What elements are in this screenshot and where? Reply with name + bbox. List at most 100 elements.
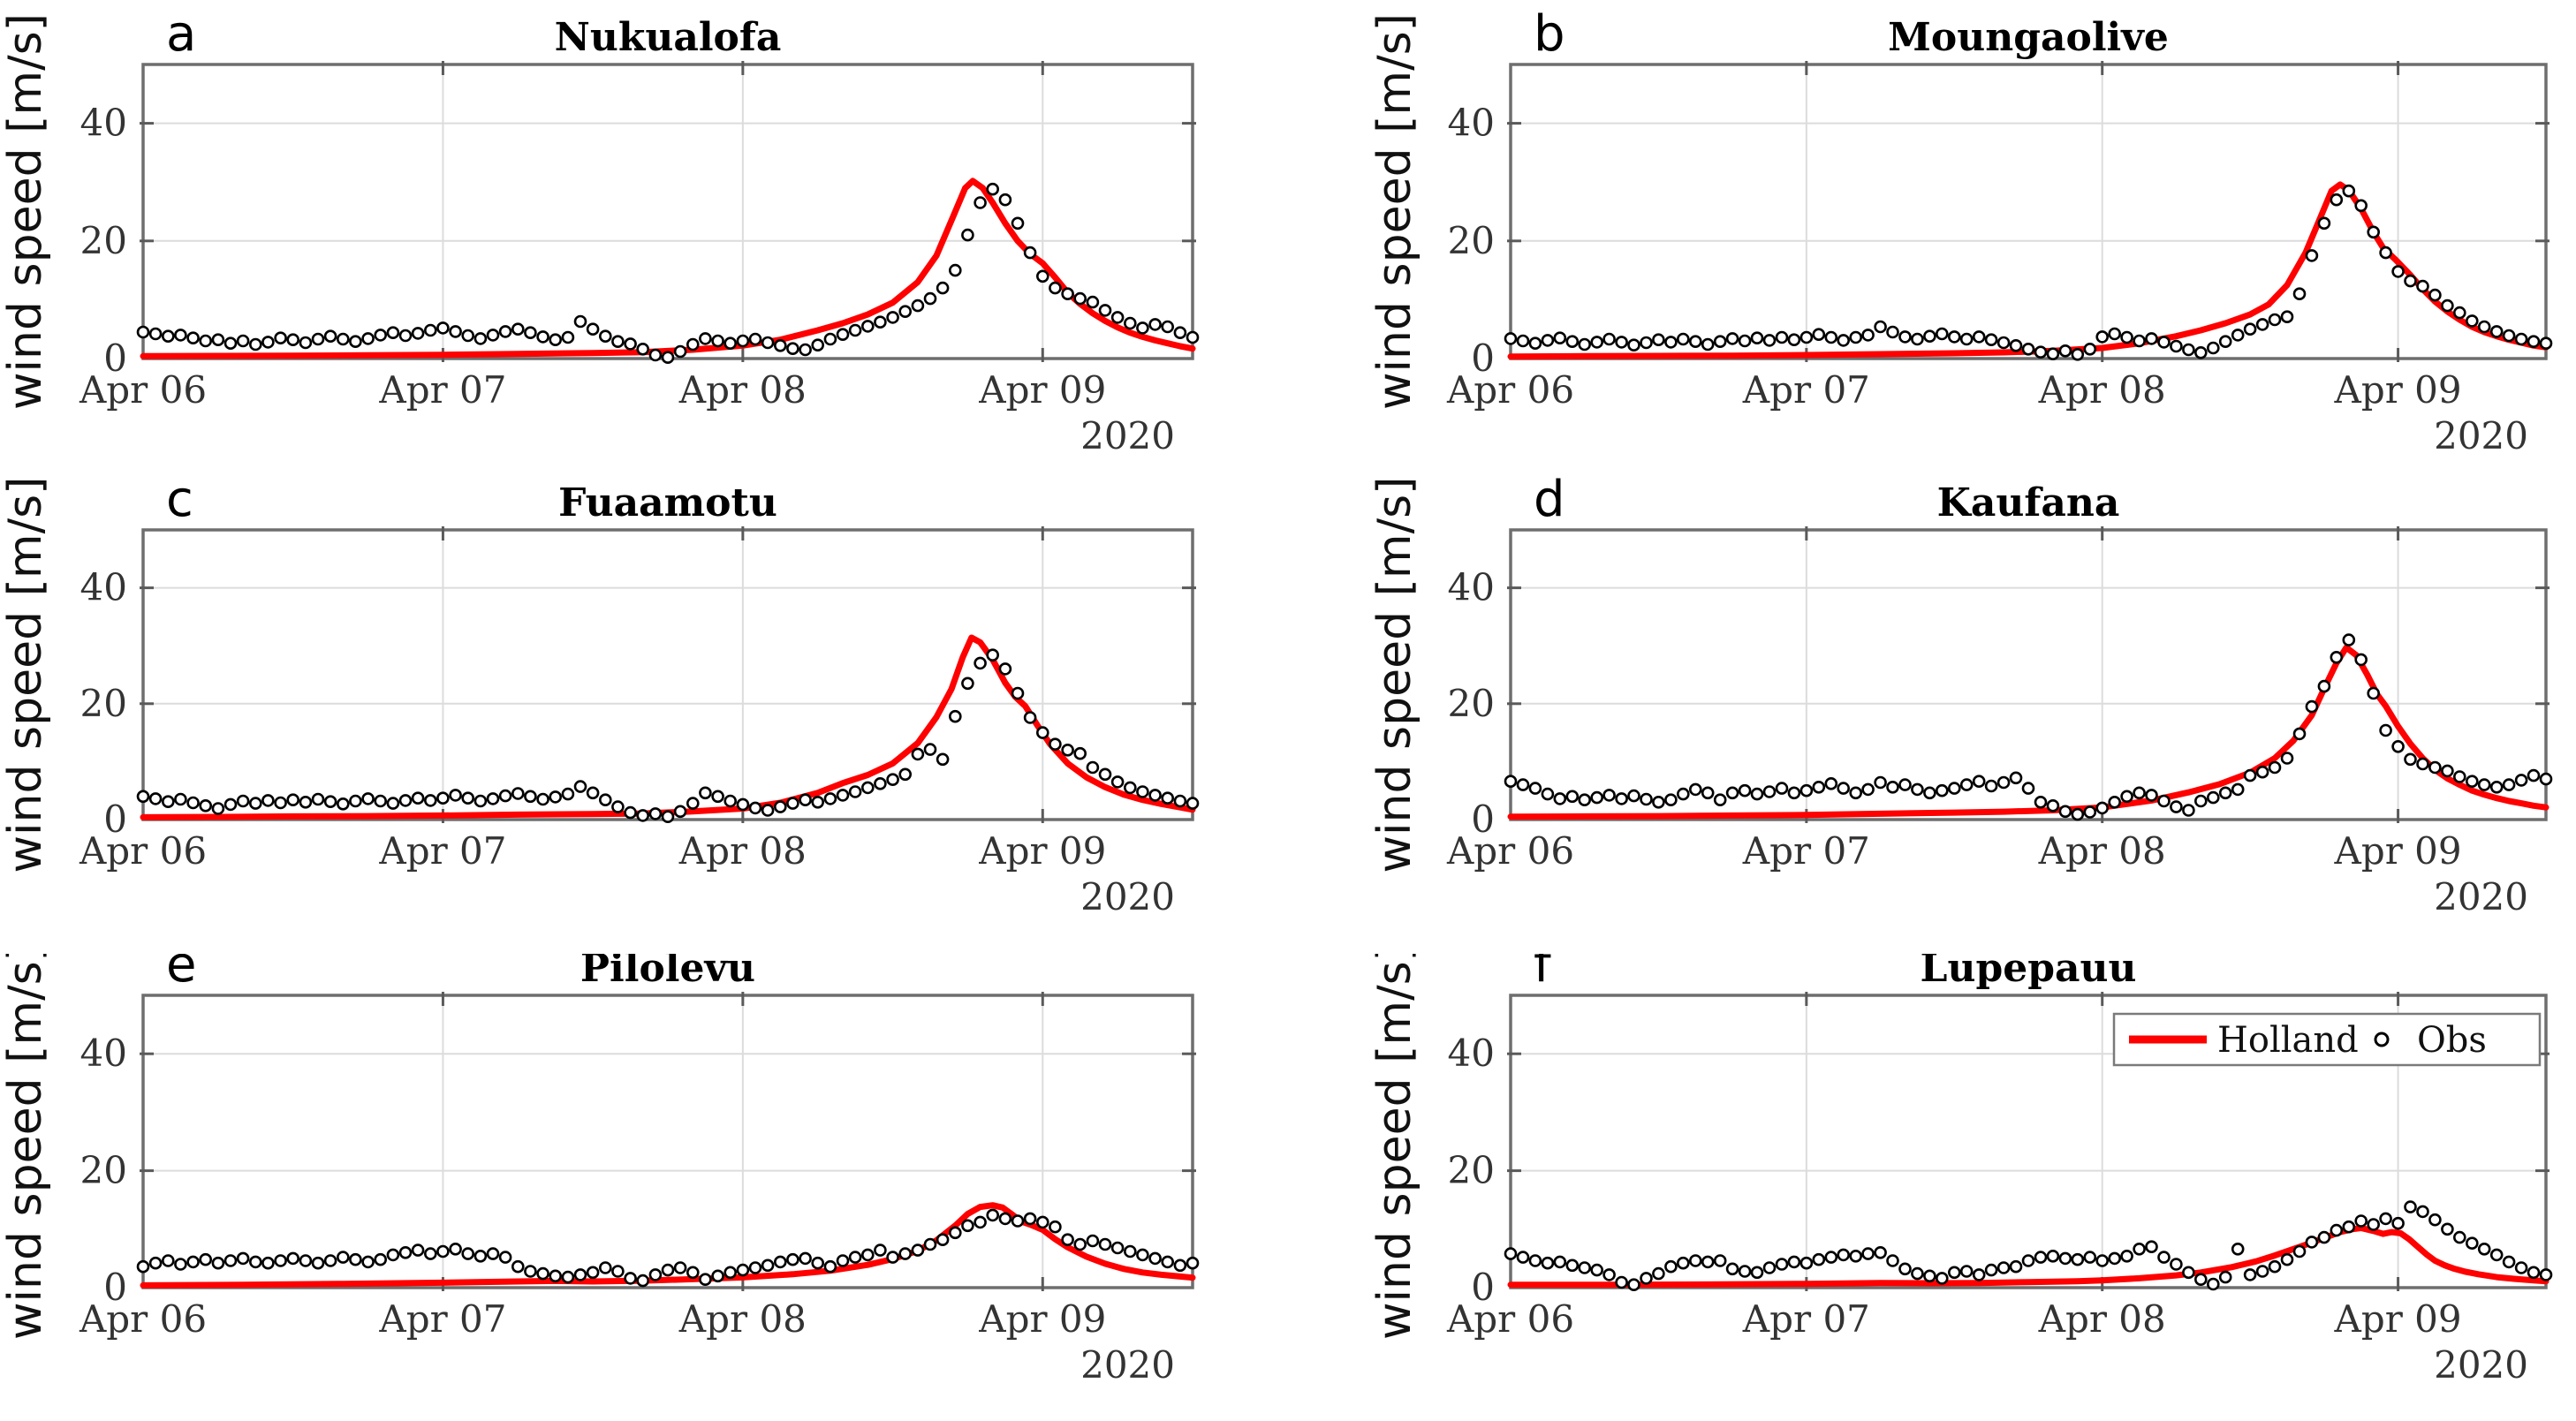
obs-point — [1590, 790, 1604, 805]
obs-point — [386, 1248, 400, 1262]
obs-point — [598, 793, 612, 807]
obs-point — [1676, 787, 1690, 801]
obs-point — [823, 332, 837, 346]
obs-point — [1874, 775, 1887, 790]
y-axis-label: wind speed [m/s] — [0, 13, 52, 410]
obs-point — [1602, 789, 1616, 802]
obs-point — [2354, 199, 2368, 213]
obs-point — [961, 228, 974, 242]
obs-point — [624, 1272, 637, 1285]
obs-point — [686, 1266, 700, 1280]
obs-point — [2071, 1252, 2085, 1266]
obs-point — [786, 1252, 799, 1266]
obs-point — [1516, 334, 1530, 348]
obs-point — [1787, 1255, 1801, 1269]
panel-letter: c — [166, 477, 193, 528]
obs-point — [773, 1255, 787, 1269]
obs-point — [1750, 1266, 1764, 1280]
obs-point — [1148, 318, 1162, 331]
obs-point — [536, 330, 549, 344]
obs-point — [848, 785, 862, 798]
obs-point — [549, 333, 563, 347]
obs-point — [1837, 1248, 1851, 1262]
obs-point — [2489, 780, 2504, 794]
obs-point — [1516, 778, 1530, 791]
x-tick-apr08: Apr 08 — [2038, 1297, 2166, 1341]
holland-line — [140, 1202, 1196, 1289]
x-tick-apr06: Apr 06 — [79, 368, 207, 412]
obs-point — [1701, 786, 1715, 800]
plot-area — [136, 61, 1200, 365]
obs-point — [898, 305, 912, 319]
obs-point — [1738, 1265, 1752, 1278]
obs-point — [1173, 1258, 1187, 1273]
x-tick-apr07: Apr 07 — [378, 1297, 506, 1341]
obs-point — [2539, 336, 2553, 351]
obs-point — [1640, 1272, 1653, 1285]
obs-point — [2170, 1258, 2183, 1271]
obs-point — [1011, 686, 1025, 700]
obs-point — [2243, 322, 2257, 336]
obs-point — [2133, 786, 2146, 800]
obs-point — [1861, 782, 1875, 797]
obs-point — [1812, 1252, 1826, 1266]
obs-point — [2305, 1236, 2319, 1249]
obs-point — [1023, 711, 1037, 724]
obs-point — [1972, 330, 1986, 344]
obs-point — [386, 797, 400, 810]
obs-point — [1849, 1249, 1863, 1263]
obs-point — [2317, 216, 2331, 231]
obs-point — [1911, 1266, 1924, 1281]
obs-point — [1136, 1248, 1149, 1262]
obs-point — [199, 1252, 212, 1266]
obs-point — [511, 322, 525, 336]
obs-point — [961, 676, 974, 691]
panel-letter: e — [166, 954, 196, 994]
obs-point — [949, 263, 962, 277]
obs-point — [1565, 1258, 1580, 1273]
obs-point — [336, 1251, 350, 1264]
obs-point — [511, 787, 525, 800]
obs-point — [1036, 1215, 1049, 1229]
obs-point — [1049, 281, 1062, 295]
obs-point — [2095, 1254, 2110, 1267]
obs-point — [549, 1269, 563, 1283]
obs-point — [2255, 1265, 2269, 1278]
obs-point — [1602, 1268, 1616, 1281]
data-layer — [1504, 633, 2553, 821]
obs-point — [174, 1258, 187, 1271]
obs-point — [2342, 184, 2356, 198]
obs-point — [1011, 216, 1025, 231]
obs-point — [1972, 1268, 1986, 1281]
obs-point — [248, 1255, 262, 1269]
obs-point — [2342, 633, 2356, 646]
obs-point — [374, 329, 388, 342]
obs-point — [1516, 1251, 1530, 1264]
obs-point — [1923, 1269, 1936, 1283]
obs-point — [2120, 330, 2133, 344]
obs-point — [248, 797, 262, 810]
obs-point — [536, 792, 549, 806]
obs-point — [1996, 775, 2011, 790]
obs-point — [398, 794, 413, 807]
obs-point — [1023, 246, 1037, 260]
obs-point — [286, 1251, 300, 1266]
obs-point — [923, 743, 937, 756]
obs-point — [461, 791, 475, 805]
obs-point — [2453, 1230, 2466, 1244]
obs-point — [2083, 342, 2097, 356]
axes-box — [141, 528, 1194, 821]
x-tick-apr08: Apr 08 — [2038, 829, 2166, 873]
data-layer — [136, 178, 1200, 365]
obs-point — [860, 320, 875, 333]
x-tick-apr07: Apr 07 — [1742, 368, 1870, 412]
x-tick-apr06: Apr 06 — [79, 1297, 207, 1341]
obs-point — [236, 1251, 250, 1266]
panel-kaufana: d Kaufana wind speed [m/s] 0 20 40 Apr 0… — [1368, 477, 2553, 918]
obs-point — [724, 794, 738, 808]
obs-point — [1036, 726, 1049, 739]
obs-point — [561, 787, 575, 801]
obs-point — [2514, 332, 2528, 346]
obs-point — [336, 797, 350, 811]
